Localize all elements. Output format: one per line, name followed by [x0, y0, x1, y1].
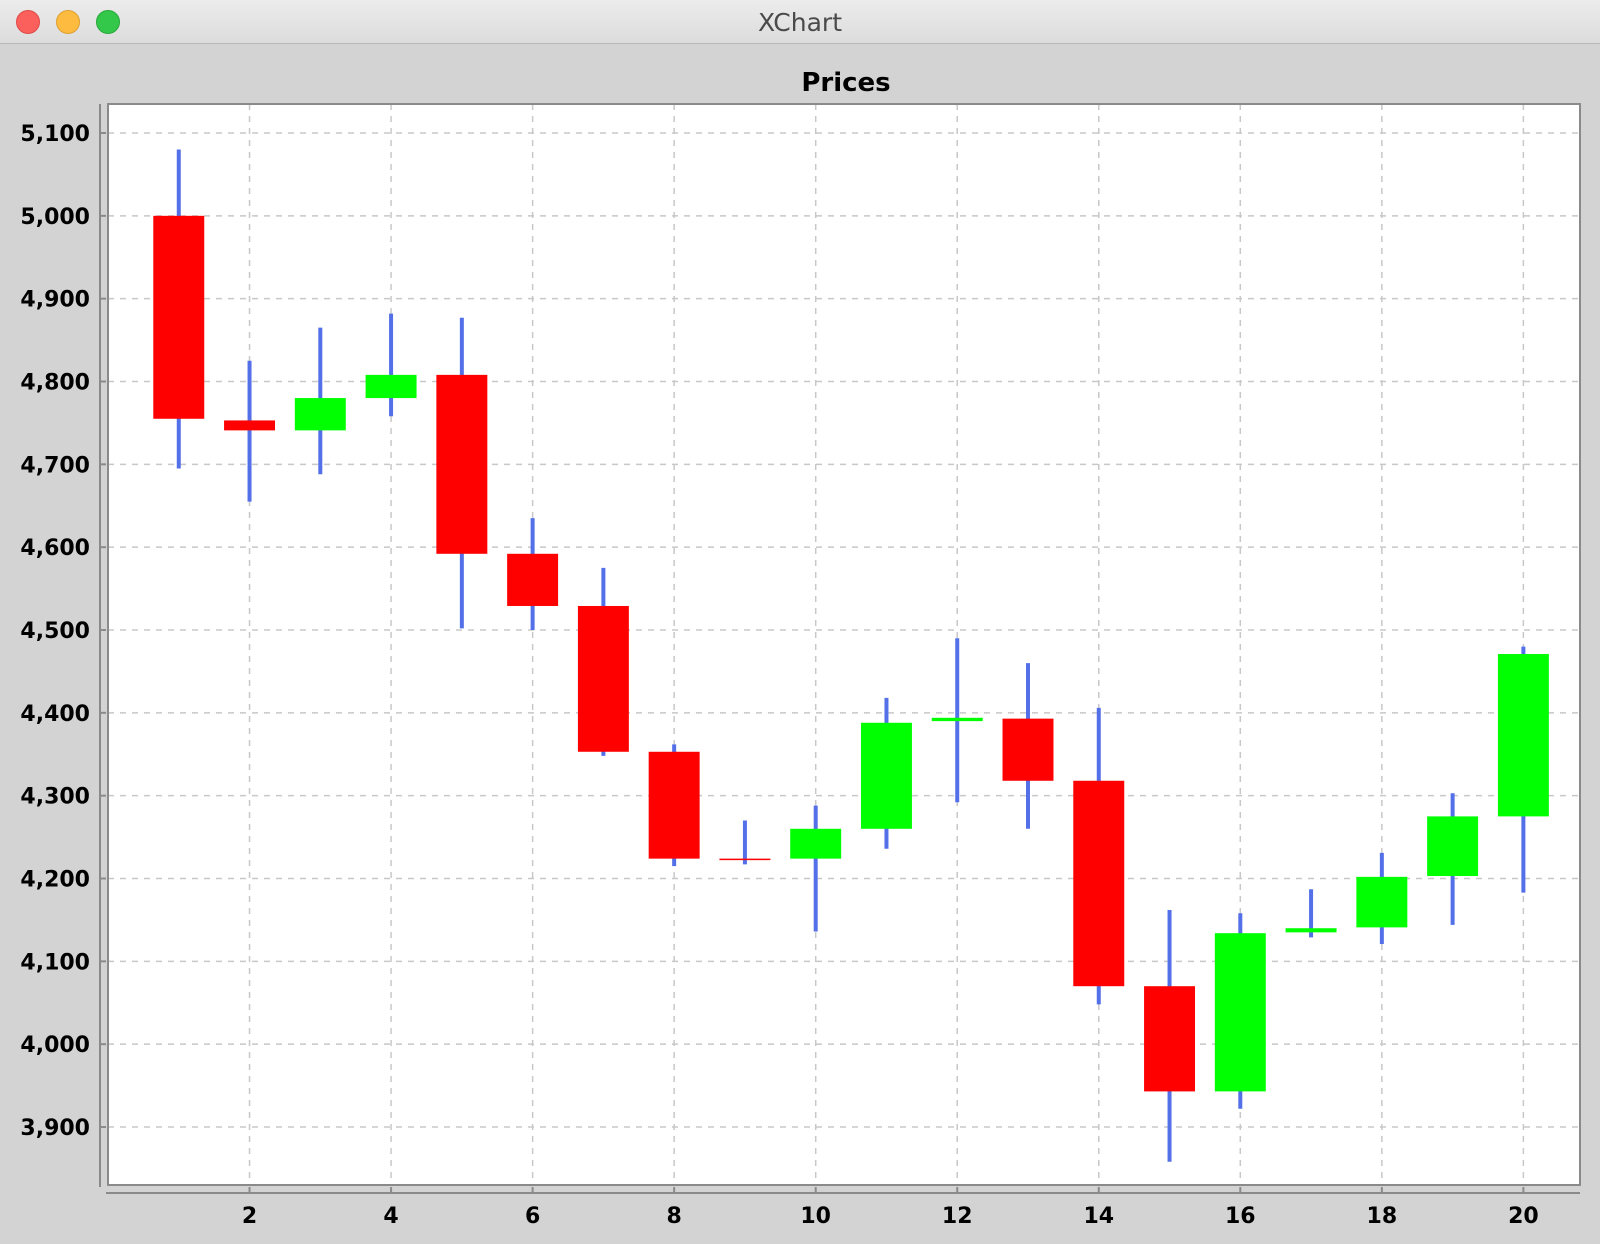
- candle-body-down: [1073, 780, 1125, 987]
- y-tick-label: 3,900: [20, 1116, 90, 1141]
- candle-body-down: [1002, 718, 1054, 781]
- y-tick-label: 4,700: [20, 453, 90, 478]
- chart-title: Prices: [801, 68, 891, 98]
- plot-border: [107, 103, 1581, 1186]
- candle-body-down: [577, 605, 629, 752]
- window-titlebar[interactable]: XChart: [0, 0, 1600, 44]
- candle-body-up: [1427, 816, 1479, 877]
- x-tick-label: 12: [942, 1204, 973, 1229]
- chart-panel: Prices 3,900 4,000 4,100 4,200 4,300 4,400 4,5…: [0, 44, 1600, 1244]
- plot-background: [108, 104, 1580, 1185]
- candle-body-down: [224, 420, 276, 431]
- y-tick-label: 4,500: [20, 619, 90, 644]
- candle-body-up: [1214, 933, 1266, 1092]
- candle-body-down: [719, 858, 771, 861]
- y-tick-label: 4,300: [20, 785, 90, 810]
- y-tick-label: 4,100: [20, 950, 90, 975]
- x-tick-label: 4: [383, 1204, 398, 1229]
- candle-body-up: [1285, 928, 1337, 933]
- x-tick-label: 8: [666, 1204, 681, 1229]
- candle-body-down: [1144, 986, 1196, 1092]
- x-tick-label: 14: [1083, 1204, 1114, 1229]
- maximize-window-button[interactable]: [96, 10, 120, 34]
- x-tick-label: 2: [242, 1204, 257, 1229]
- minimize-window-button[interactable]: [56, 10, 80, 34]
- candle-body-down: [507, 553, 559, 606]
- candlestick-chart: 3,900 4,000 4,100 4,200 4,300 4,400 4,500 4,600…: [20, 103, 1581, 1229]
- y-tick-label: 4,900: [20, 288, 90, 313]
- candle-body-up: [365, 374, 417, 399]
- x-tick-label: 6: [525, 1204, 540, 1229]
- candle-body-up: [294, 398, 346, 431]
- x-tick-label: 10: [800, 1204, 831, 1229]
- y-tick-label: 5,100: [20, 122, 90, 147]
- candle-body-up: [1497, 654, 1549, 817]
- candle-body-up: [790, 828, 842, 859]
- candle-body-down: [153, 215, 205, 419]
- candle-body-down: [648, 751, 700, 859]
- y-tick-label: 5,000: [20, 205, 90, 230]
- x-tick-label: 16: [1225, 1204, 1256, 1229]
- y-tick-label: 4,800: [20, 370, 90, 395]
- candle-body-up: [860, 722, 912, 829]
- x-tick-label: 20: [1508, 1204, 1539, 1229]
- y-tick-label: 4,200: [20, 868, 90, 893]
- candle-body-up: [931, 717, 983, 722]
- window-title: XChart: [757, 8, 842, 37]
- candle-body-down: [436, 374, 488, 554]
- y-tick-label: 4,000: [20, 1033, 90, 1058]
- candle-body-up: [1356, 876, 1408, 928]
- close-window-button[interactable]: [16, 10, 40, 34]
- y-tick-label: 4,600: [20, 536, 90, 561]
- x-tick-label: 18: [1367, 1204, 1398, 1229]
- y-tick-label: 4,400: [20, 702, 90, 727]
